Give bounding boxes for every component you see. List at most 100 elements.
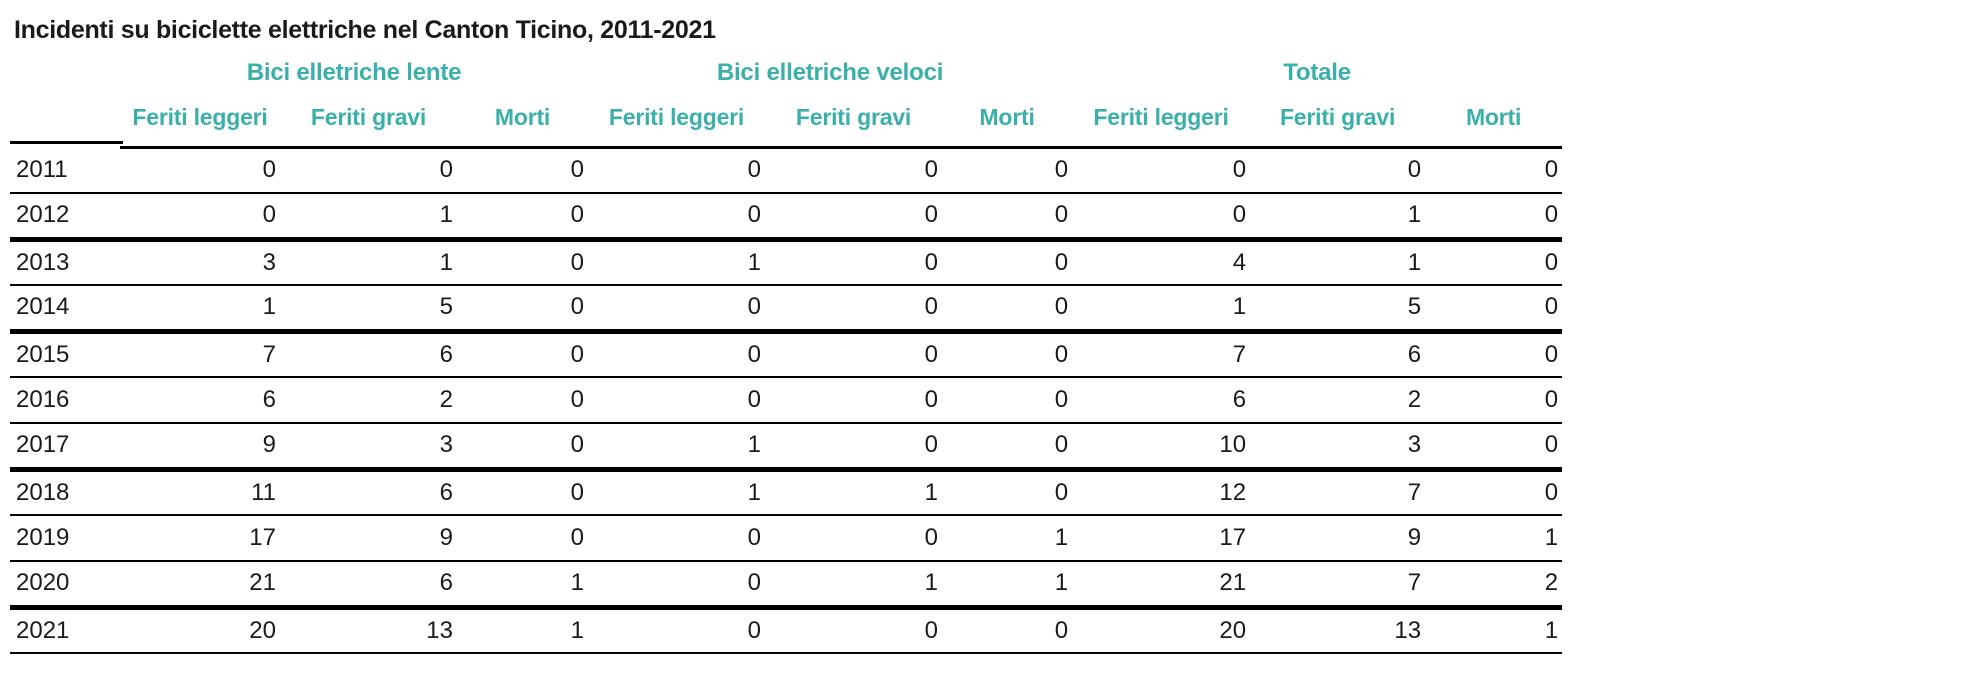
cell: 7 [1250, 561, 1426, 610]
cell: 0 [1425, 239, 1563, 286]
cell: 4 [1072, 239, 1251, 286]
cell: 17 [1072, 515, 1251, 562]
cell: 0 [588, 561, 766, 610]
cell: 6 [280, 331, 457, 378]
cell: 11 [120, 469, 280, 516]
cell: 0 [588, 515, 766, 562]
cell: 1 [1425, 515, 1563, 562]
cell: 5 [280, 285, 457, 334]
year-cell: 2015 [10, 331, 120, 378]
cell: 0 [457, 239, 589, 286]
cell: 1 [1425, 607, 1563, 654]
cell: 0 [765, 239, 943, 286]
group-header-row: Bici elletriche lente Bici elletriche ve… [10, 45, 1562, 89]
cell: 3 [1250, 423, 1426, 472]
table-row: 2014 1 5 0 0 0 0 1 5 0 [10, 285, 1563, 334]
cell: 1 [942, 515, 1073, 562]
cell: 1 [765, 469, 943, 516]
cell: 0 [942, 285, 1073, 334]
page-title: Incidenti su biciclette elettriche nel C… [14, 16, 716, 44]
cell: 1 [120, 285, 280, 334]
cell: 0 [457, 147, 589, 194]
accidents-table: Bici elletriche lente Bici elletriche ve… [10, 45, 1563, 654]
cell: 0 [942, 469, 1073, 516]
cell: 2 [280, 377, 457, 424]
year-cell: 2021 [10, 607, 120, 654]
cell: 0 [765, 331, 943, 378]
col-header-veloci-feriti-gravi: Feriti gravi [765, 89, 943, 149]
cell: 0 [765, 515, 943, 562]
year-cell: 2011 [10, 147, 120, 194]
table-row: 2012 0 1 0 0 0 0 0 1 0 [10, 193, 1563, 242]
cell: 0 [765, 285, 943, 334]
year-cell: 2019 [10, 515, 120, 562]
cell: 0 [457, 377, 589, 424]
cell: 0 [588, 147, 766, 194]
cell: 3 [120, 239, 280, 286]
year-cell: 2014 [10, 285, 120, 334]
cell: 0 [942, 147, 1073, 194]
cell: 1 [588, 239, 766, 286]
cell: 0 [588, 285, 766, 334]
cell: 0 [942, 377, 1073, 424]
year-cell: 2012 [10, 193, 120, 242]
table-row: 2017 9 3 0 1 0 0 10 3 0 [10, 423, 1563, 472]
group-header-bici-veloci: Bici elletriche veloci [716, 59, 944, 86]
col-header-veloci-morti: Morti [942, 89, 1073, 149]
cell: 0 [457, 515, 589, 562]
col-header-lente-feriti-leggeri: Feriti leggeri [120, 89, 280, 149]
group-header-totale: Totale [1283, 59, 1351, 86]
cell: 0 [1425, 377, 1563, 424]
cell: 0 [457, 193, 589, 242]
cell: 0 [942, 423, 1073, 472]
column-header-row: Feriti leggeri Feriti gravi Morti Feriti… [10, 89, 1563, 149]
year-cell: 2018 [10, 469, 120, 516]
cell: 6 [280, 561, 457, 610]
cell: 9 [1250, 515, 1426, 562]
cell: 5 [1250, 285, 1426, 334]
cell: 1 [1250, 239, 1426, 286]
group-header-bici-lente: Bici elletriche lente [246, 59, 462, 86]
cell: 12 [1072, 469, 1251, 516]
cell: 1 [588, 423, 766, 472]
table-row: 2021 20 13 1 0 0 0 20 13 1 [10, 607, 1563, 654]
year-column-header-spacer [10, 45, 120, 89]
cell: 0 [457, 423, 589, 472]
cell: 1 [1072, 285, 1251, 334]
cell: 20 [120, 607, 280, 654]
cell: 0 [765, 423, 943, 472]
cell: 0 [588, 377, 766, 424]
cell: 0 [942, 607, 1073, 654]
year-cell: 2020 [10, 561, 120, 610]
cell: 1 [280, 239, 457, 286]
cell: 3 [280, 423, 457, 472]
cell: 17 [120, 515, 280, 562]
cell: 10 [1072, 423, 1251, 472]
cell: 0 [1425, 331, 1563, 378]
cell: 6 [280, 469, 457, 516]
cell: 0 [588, 331, 766, 378]
table-row: 2016 6 2 0 0 0 0 6 2 0 [10, 377, 1563, 424]
table-row: 2019 17 9 0 0 0 1 17 9 1 [10, 515, 1563, 562]
year-cell: 2013 [10, 239, 120, 286]
cell: 0 [457, 331, 589, 378]
cell: 1 [588, 469, 766, 516]
cell: 13 [1250, 607, 1426, 654]
cell: 20 [1072, 607, 1251, 654]
cell: 6 [1072, 377, 1251, 424]
cell: 0 [120, 147, 280, 194]
cell: 2 [1425, 561, 1563, 610]
cell: 0 [588, 607, 766, 654]
year-cell: 2016 [10, 377, 120, 424]
year-cell: 2017 [10, 423, 120, 472]
cell: 0 [457, 285, 589, 334]
cell: 0 [120, 193, 280, 242]
cell: 2 [1250, 377, 1426, 424]
cell: 0 [1425, 469, 1563, 516]
cell: 9 [120, 423, 280, 472]
cell: 0 [1250, 147, 1426, 194]
cell: 0 [765, 193, 943, 242]
col-header-totale-morti: Morti [1425, 89, 1563, 149]
table-row: 2020 21 6 1 0 1 1 21 7 2 [10, 561, 1563, 610]
